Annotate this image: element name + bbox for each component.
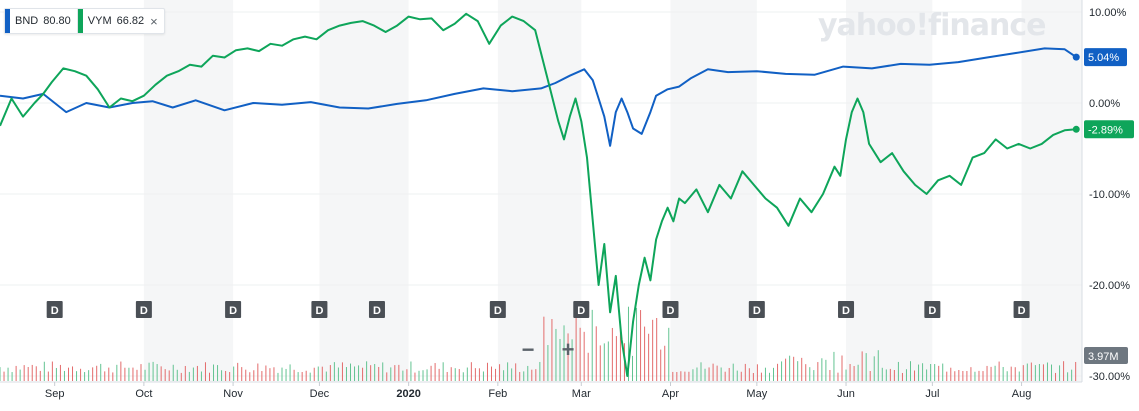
x-tick-label: Jun [837,388,855,400]
legend-item-vym[interactable]: VYM 66.82 × [76,9,164,33]
dividend-marker[interactable]: D [311,301,328,318]
dividend-marker[interactable]: D [573,301,590,318]
legend-symbol-bnd: BND [15,15,39,27]
x-tick-label: 2020 [396,388,420,400]
series-line-bnd [0,47,1077,147]
svg-text:D: D [667,305,675,317]
last-value-badge-vym [1084,120,1134,139]
last-point-bnd [1072,53,1080,61]
yahoo-finance-watermark: yahoo!finance [818,8,1046,43]
dividend-marker[interactable]: D [135,301,152,318]
month-band [670,0,757,382]
x-tick-label: Oct [135,388,152,400]
x-tick-label: Sep [45,388,65,400]
legend-price-bnd: 80.80 [43,15,71,27]
close-icon[interactable]: × [150,13,158,29]
svg-text:D: D [928,305,936,317]
dividend-marker[interactable]: D [46,301,63,318]
dividend-marker[interactable]: D [368,301,385,318]
legend-item-bnd[interactable]: BND 80.80 [5,9,77,33]
svg-text:D: D [577,305,585,317]
svg-text:D: D [51,305,59,317]
series-line-vym [0,12,1077,377]
legend-swatch-vym [77,9,83,33]
y-tick-label: -20.00% [1089,280,1130,292]
dividend-marker[interactable]: D [924,301,941,318]
x-tick-label: Aug [1012,388,1032,400]
month-band [319,0,409,382]
x-tick-label: Apr [662,388,679,400]
last-value-label-bnd: 5.04% [1088,52,1119,64]
svg-text:D: D [315,305,323,317]
dividend-marker[interactable]: D [838,301,855,318]
last-value-label-vym: -2.89% [1088,124,1123,136]
svg-text:D: D [753,305,761,317]
volume-badge [1084,347,1128,364]
x-tick-label: Feb [488,388,507,400]
dividend-marker[interactable]: D [1013,301,1030,318]
svg-text:D: D [842,305,850,317]
svg-text:D: D [229,305,237,317]
month-band [497,0,582,382]
svg-text:D: D [494,305,502,317]
x-tick-label: Nov [223,388,243,400]
dividend-marker[interactable]: D [489,301,506,318]
x-tick-label: Jul [925,388,939,400]
series-legend: BND 80.80 VYM 66.82 × [4,8,165,34]
zoom-controls: − + [515,337,581,362]
y-tick-label: 10.00% [1089,7,1127,19]
month-band [143,0,234,382]
legend-symbol-vym: VYM [87,15,112,27]
dividend-marker[interactable]: D [662,301,679,318]
month-band [846,0,933,382]
volume-label: 3.97M [1088,351,1119,363]
legend-swatch-bnd [5,9,10,33]
month-band [1021,0,1082,382]
last-point-vym [1072,125,1080,133]
zoom-in-button[interactable]: + [561,337,575,362]
dividend-marker[interactable]: D [225,301,242,318]
y-tick-label: -30.00% [1089,371,1130,383]
x-tick-label: Dec [310,388,330,400]
x-tick-label: May [746,388,767,400]
legend-price-vym: 66.82 [116,15,145,27]
x-tick-label: Mar [572,388,591,400]
y-tick-label: -10.00% [1089,189,1130,201]
zoom-out-button[interactable]: − [521,337,535,362]
y-tick-label: 0.00% [1089,98,1120,110]
svg-text:D: D [1018,305,1026,317]
dividend-marker[interactable]: D [748,301,765,318]
svg-text:D: D [140,305,148,317]
last-value-badge-bnd [1084,48,1127,67]
svg-text:D: D [373,305,381,317]
